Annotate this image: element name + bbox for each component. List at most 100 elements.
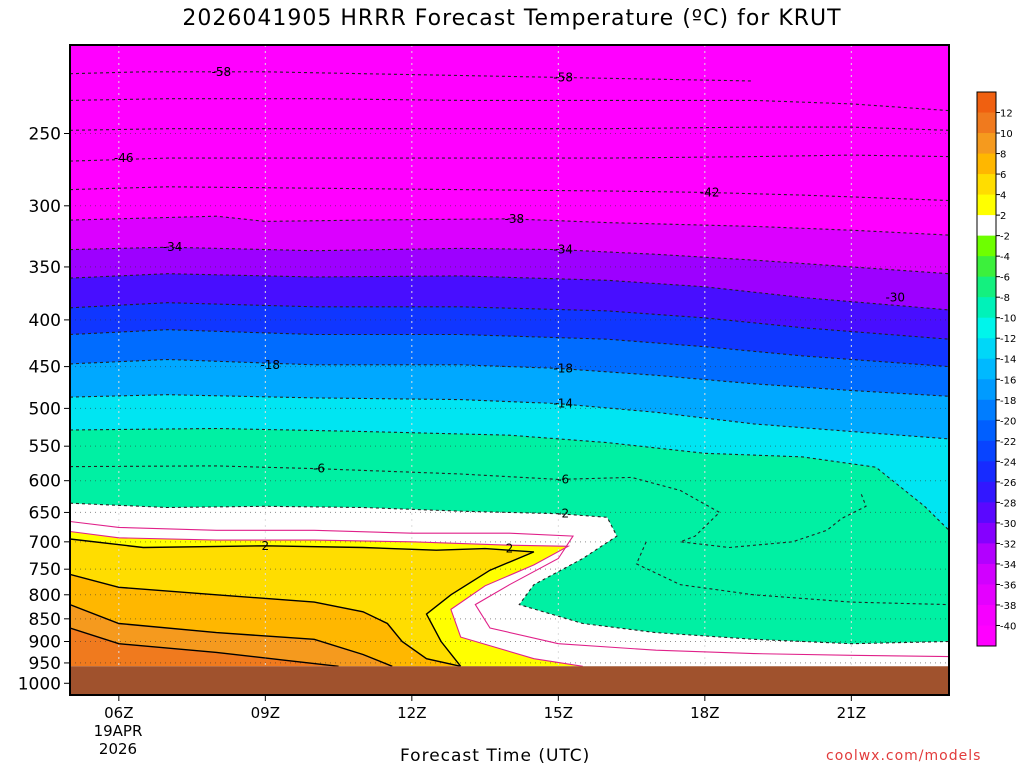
contour-label: 2 (506, 542, 514, 556)
colorbar-label: -2 (1000, 232, 1010, 243)
colorbar-swatch (977, 584, 996, 606)
colorbar-swatch (977, 235, 996, 257)
y-tick-label: 400 (29, 311, 61, 331)
colorbar-label: -4 (1000, 252, 1010, 263)
contour-label: -46 (114, 151, 134, 165)
y-tick-label: 850 (29, 610, 61, 630)
colorbar-label: -40 (1000, 621, 1016, 632)
colorbar-label: 10 (1000, 129, 1013, 140)
colorbar-swatch (977, 358, 996, 380)
colorbar-label: -28 (1000, 498, 1016, 509)
colorbar-label: -8 (1000, 293, 1010, 304)
colorbar-swatch (977, 563, 996, 585)
y-tick-label: 550 (29, 437, 61, 457)
x-tick-label: 18Z (690, 704, 719, 722)
contour-line (70, 215, 949, 236)
contour-line (70, 302, 949, 340)
colorbar-label: 8 (1000, 150, 1006, 161)
contour-line (70, 603, 393, 667)
contour-line (70, 246, 949, 275)
contour-line (70, 465, 867, 549)
colorbar-swatch (977, 133, 996, 155)
x-tick-label: 21Z (837, 704, 866, 722)
contour-line (70, 394, 949, 440)
y-tick-label: 1000 (18, 674, 61, 694)
contour-label: -14 (553, 397, 573, 411)
x-tick-label: 15Z (544, 704, 573, 722)
colorbar-swatch (977, 317, 996, 339)
contour-label: -2 (557, 507, 569, 521)
y-axis-ticks: 2503003504004505005506006507007508008509… (18, 124, 70, 694)
colorbar-swatch (977, 625, 996, 647)
y-tick-label: 500 (29, 399, 61, 419)
colorbar-label: -10 (1000, 314, 1016, 325)
y-tick-label: 300 (29, 197, 61, 217)
contour-label: -18 (260, 358, 280, 372)
contour-label: -58 (553, 70, 573, 84)
colorbar-swatch (977, 153, 996, 175)
contour-labels: -58 -58 -46 -42 -38 -34 -34 -30 -18 -18 -14 -6 -6 -2 2… (114, 65, 905, 556)
contour-label: -6 (557, 472, 569, 486)
y-tick-label: 450 (29, 358, 61, 378)
colorbar-label: 4 (1000, 191, 1006, 202)
colorbar-label: -14 (1000, 355, 1016, 366)
colorbar-label: -26 (1000, 478, 1016, 489)
y-tick-label: 350 (29, 258, 61, 278)
colorbar-swatch (977, 194, 996, 216)
contour-line (70, 358, 949, 397)
x-tick-label: 09Z (251, 704, 280, 722)
colorbar-swatch (977, 420, 996, 442)
contour-lines (70, 71, 949, 667)
colorbar-label: -12 (1000, 334, 1016, 345)
fill-region (70, 531, 583, 667)
colorbar-label: -20 (1000, 416, 1016, 427)
contour-line (70, 520, 949, 658)
colorbar-label: -32 (1000, 539, 1016, 550)
colorbar-swatch (977, 604, 996, 626)
x-tick-label: 12Z (397, 704, 426, 722)
colorbar-label: -24 (1000, 457, 1016, 468)
contour-line (70, 329, 949, 368)
colorbar-swatch (977, 502, 996, 524)
contour-label: -42 (700, 185, 720, 199)
date-label-day: 19APR (94, 722, 143, 740)
date-label-year: 2026 (99, 740, 137, 758)
x-tick-label: 06Z (104, 704, 133, 722)
y-tick-label: 700 (29, 533, 61, 553)
fill-region (70, 574, 461, 667)
colorbar-label: -34 (1000, 560, 1016, 571)
x-axis-label: Forecast Time (UTC) (400, 746, 591, 766)
y-tick-label: 800 (29, 586, 61, 606)
colorbar: 12 10 8 6 4 2 -2 -4 -6 -8 -10 -12 -14 -16 -18 -20 -22 -24… (976, 91, 1016, 647)
colorbar-label: 2 (1000, 211, 1006, 222)
fill-region (70, 604, 393, 667)
colorbar-label: -6 (1000, 273, 1010, 284)
plot-frame (69, 44, 950, 696)
colorbar-label: -38 (1000, 601, 1016, 612)
colorbar-swatch (977, 276, 996, 298)
contour-label: -34 (553, 243, 573, 257)
contour-line (70, 530, 583, 667)
colorbar-swatch (977, 256, 996, 278)
colorbar-label: -22 (1000, 437, 1016, 448)
colorbar-label: 6 (1000, 170, 1006, 181)
colorbar-swatch (977, 399, 996, 421)
contour-line (635, 541, 949, 606)
colorbar-label: -16 (1000, 375, 1016, 386)
x-axis-ticks: 06Z 09Z 12Z 15Z 18Z 21Z (104, 695, 866, 722)
contour-label: -38 (505, 212, 525, 226)
ground-below-surface (70, 666, 949, 695)
contour-label: -34 (163, 240, 183, 254)
contour-line (70, 273, 949, 311)
colorbar-swatch (977, 92, 996, 114)
contour-line (70, 627, 339, 667)
colorbar-label: -30 (1000, 519, 1016, 530)
colorbar-swatch (977, 440, 996, 462)
colorbar-label: -18 (1000, 396, 1016, 407)
colorbar-swatch (977, 215, 996, 237)
contour-label: -30 (885, 290, 905, 304)
colorbar-swatch (977, 543, 996, 565)
colorbar-swatch (977, 481, 996, 503)
y-tick-label: 250 (29, 124, 61, 144)
y-tick-label: 600 (29, 472, 61, 492)
